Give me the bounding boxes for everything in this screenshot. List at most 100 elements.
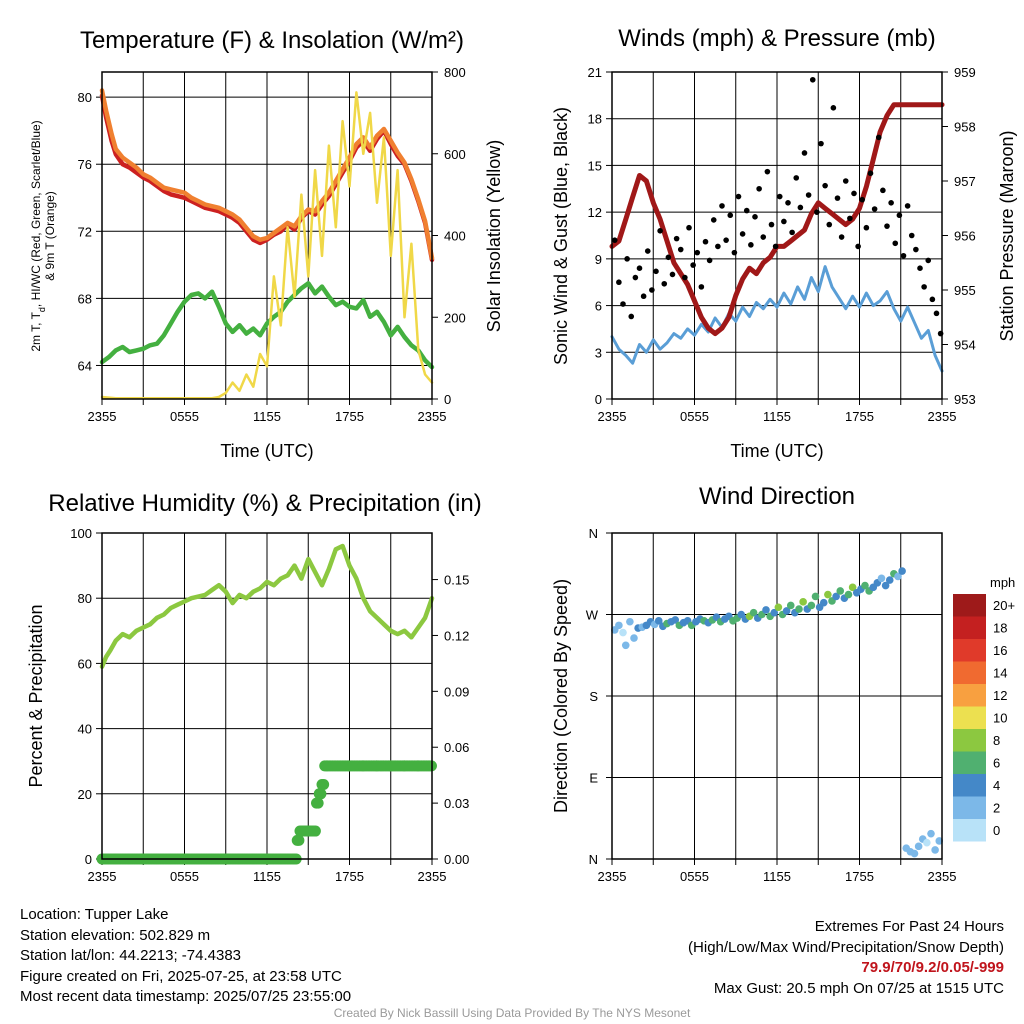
speed-legend: mph 20+ 18 16 14 12 10 8 6 4 2 0 [953,575,1015,842]
direction-point [824,590,832,599]
x-tick-label: 1755 [335,869,364,884]
legend-swatch [953,594,986,617]
gust-point [665,254,672,261]
station-location: Location: Tupper Lake [20,906,169,923]
y-tick-label: W [586,608,599,623]
y-right-tick-label: 0 [444,392,451,407]
gust-point [772,243,779,250]
y-tick-label: 60 [78,656,92,671]
direction-point [844,590,853,599]
gust-point [706,257,713,264]
gust-point [628,313,635,320]
legend-label: 14 [993,666,1007,681]
gust-point [789,229,795,236]
precip-marker [309,825,321,837]
y-tick-label: 9 [595,252,602,267]
extremes-values: 79.9/70/9.2/0.05/-999 [861,959,1004,976]
y-tick-label: E [589,771,598,786]
gust-point [636,265,643,272]
x-tick-label: 2355 [418,409,447,424]
direction-point [621,641,630,650]
station-latlon: Station lat/lon: 44.2213; -74.4383 [20,947,242,964]
gust-point [669,271,676,278]
gust-point [702,238,709,245]
direction-point [671,616,680,624]
y-axis-label: Sonic Wind & Gust (Blue, Black) [551,107,571,365]
gust-point [715,243,721,250]
y-tick-label: N [589,852,598,867]
y-tick-label: 72 [78,224,92,239]
y-tick-label: 40 [78,722,92,737]
legend-swatch [953,729,986,752]
gust-point [826,221,833,228]
y-right-tick-label: 600 [444,147,466,162]
y-right-tick-label: 200 [444,310,466,325]
direction-point [877,574,886,583]
y-right-tick-label: 954 [954,338,976,353]
x-tick-label: 2355 [88,409,117,424]
legend-swatch [953,751,986,774]
gust-point [719,203,725,209]
extremes-title: Extremes For Past 24 Hours [814,918,1004,935]
direction-point [848,583,857,592]
x-tick-label: 2355 [418,869,447,884]
y-tick-label: 64 [78,358,92,373]
gust-point [632,274,639,281]
gust-point [875,134,882,141]
y-right-tick-label: 0.06 [444,740,469,755]
gust-point [834,195,841,201]
direction-point [898,567,906,575]
precip-marker [293,834,305,846]
x-tick-label: 0555 [170,869,199,884]
x-tick-label: 2355 [928,869,957,884]
direction-point [807,601,816,610]
y-tick-label: 3 [595,345,602,360]
x-tick-label: 1155 [763,409,791,424]
legend-swatch [953,639,986,662]
plot-border [611,71,943,400]
series-line-0 [610,265,944,373]
x-tick-label: 1155 [253,869,281,884]
y-tick-label: S [589,689,598,704]
direction-point [819,598,828,607]
credit-line: Created By Nick Bassill Using Data Provi… [333,1006,691,1020]
y-right-tick-label: 800 [444,65,466,80]
direction-point [836,587,845,595]
gust-point [867,170,874,177]
legend-title: mph [990,575,1015,590]
precip-marker [315,788,327,800]
gust-point [888,200,894,206]
chart-title: Winds (mph) & Pressure (mb) [618,25,935,52]
legend-swatch [953,616,986,639]
gust-point [830,105,837,111]
legend-label: 10 [993,711,1007,726]
y-axis-label: 2m T, Td, HI/WC (Red, Green, Scarlet/Blu… [29,120,47,351]
gust-point [838,234,845,240]
gust-point [805,192,812,198]
y-tick-label: 20 [78,787,92,802]
gust-point [686,224,692,231]
y-right-tick-label: 957 [954,174,976,189]
gust-point [640,293,647,300]
gust-point [929,296,936,303]
plot-border [611,532,943,860]
gust-point [710,217,717,223]
direction-point [774,603,783,612]
chart-title: Temperature (F) & Insolation (W/m²) [80,27,464,54]
x-tick-label: 1755 [845,869,874,884]
legend-swatch [953,684,986,707]
y-right-axis-label: Solar Insolation (Yellow) [484,140,504,332]
gust-point [673,235,680,242]
y-tick-label: 0 [85,852,92,867]
gust-point [661,280,668,287]
direction-point [881,581,890,590]
direction-point [931,846,939,854]
gust-point [871,206,878,212]
winds-panel: 2355 0555 1155 1755 2355 0 3 6 9 12 15 18 21 953 954 95… [551,25,1017,461]
gust-point [727,212,734,219]
gust-point [624,256,630,262]
x-axis-label: Time (UTC) [220,441,313,461]
gust-point [735,193,742,200]
gust-point [896,212,903,219]
y-tick-label: 18 [588,112,602,127]
